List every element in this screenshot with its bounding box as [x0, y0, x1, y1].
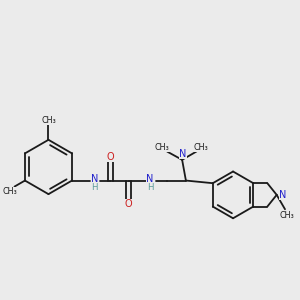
- Text: O: O: [107, 152, 114, 162]
- Text: CH₃: CH₃: [280, 211, 294, 220]
- Text: CH₃: CH₃: [194, 143, 209, 152]
- Text: N: N: [179, 149, 187, 159]
- Text: H: H: [91, 183, 98, 192]
- Text: CH₃: CH₃: [155, 143, 170, 152]
- Text: N: N: [91, 174, 98, 184]
- Text: CH₃: CH₃: [41, 116, 56, 125]
- Text: H: H: [147, 183, 153, 192]
- Text: CH₃: CH₃: [3, 188, 17, 196]
- Text: N: N: [146, 174, 154, 184]
- Text: N: N: [279, 190, 286, 200]
- Text: O: O: [125, 199, 132, 209]
